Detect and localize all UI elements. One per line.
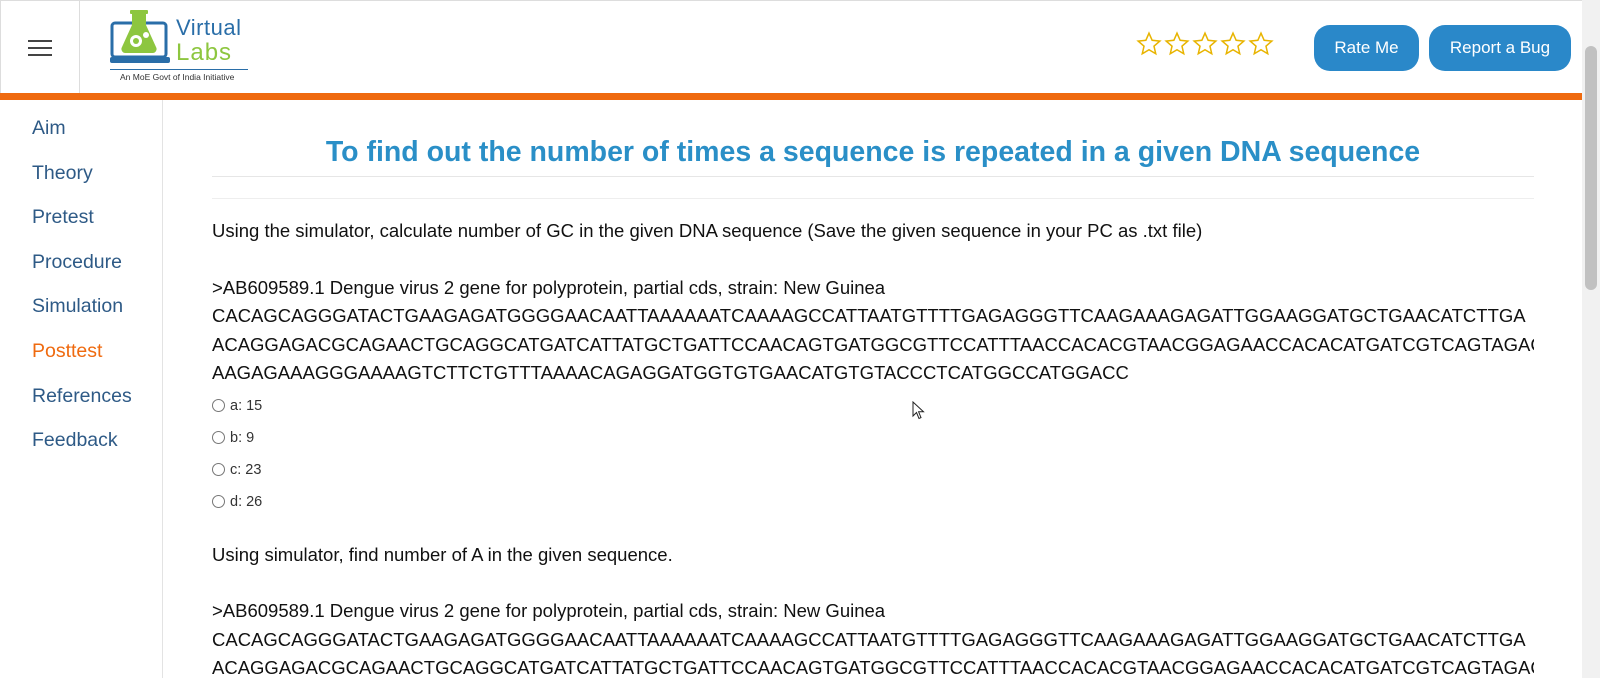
main-content: To find out the number of times a sequen… — [212, 100, 1534, 678]
star-icon[interactable] — [1136, 31, 1162, 57]
sidebar-item-procedure[interactable]: Procedure — [32, 250, 122, 273]
sidebar-item-aim[interactable]: Aim — [32, 117, 66, 139]
lab-flask-icon — [110, 10, 170, 63]
mouse-cursor-icon — [912, 401, 925, 420]
sidebar-item-references[interactable]: References — [32, 384, 132, 407]
sidebar-nav: Aim Theory Pretest Procedure Simulation … — [0, 100, 163, 678]
virtual-labs-logo[interactable]: Virtual Labs An MoE Govt of India Initia… — [110, 9, 255, 85]
answer-options: a: 15 b: 9 c: 23 d: 26 — [212, 390, 1534, 518]
rate-me-button[interactable]: Rate Me — [1314, 25, 1419, 71]
option-c[interactable]: c: 23 — [212, 454, 1534, 486]
option-label: d: 26 — [230, 493, 263, 510]
logo-divider — [110, 69, 248, 70]
option-d[interactable]: d: 26 — [212, 486, 1534, 518]
section-divider — [212, 198, 1534, 199]
question-1: Using the simulator, calculate number of… — [212, 217, 1534, 518]
top-header: Virtual Labs An MoE Govt of India Initia… — [0, 0, 1582, 94]
sequence-line: CACAGCAGGGATACTGAAGAGATGGGGAACAATTAAAAAA… — [212, 628, 1526, 650]
sequence-line: AAGAGAAAGGGAAAAGTCTTCTGTTTAAAACAGAGGATGG… — [212, 362, 1129, 383]
dna-sequence-block: >AB609589.1 Dengue virus 2 gene for poly… — [212, 274, 1534, 388]
sidebar-item-simulation[interactable]: Simulation — [32, 295, 124, 318]
option-label: b: 9 — [230, 429, 255, 446]
radio-button[interactable] — [212, 495, 225, 508]
sidebar-item-theory[interactable]: Theory — [32, 161, 93, 184]
sequence-line: ACAGGAGACGCAGAACTGCAGGCATGATCATTATGCTGAT… — [212, 333, 1534, 355]
sidebar-item-feedback[interactable]: Feedback — [32, 429, 118, 452]
logo-tagline: An MoE Govt of India Initiative — [120, 72, 235, 82]
sequence-line: CACAGCAGGGATACTGAAGAGATGGGGAACAATTAAAAAA… — [212, 305, 1526, 326]
sequence-line: ACAGGAGACGCAGAACTGCAGGCATGATCATTATGCTGAT… — [212, 657, 1534, 678]
option-a[interactable]: a: 15 — [212, 390, 1534, 422]
radio-button[interactable] — [212, 463, 225, 476]
sidebar-item-pretest[interactable]: Pretest — [32, 206, 94, 229]
sidebar-item-posttest[interactable]: Posttest — [32, 339, 103, 362]
title-divider — [212, 176, 1534, 177]
logo-word-virtual: Virtual — [176, 15, 242, 40]
page-title: To find out the number of times a sequen… — [325, 136, 1421, 168]
star-icon[interactable] — [1248, 31, 1274, 57]
sequence-header: >AB609589.1 Dengue virus 2 gene for poly… — [212, 276, 886, 298]
hamburger-menu-button[interactable] — [0, 1, 80, 94]
header-accent-bar — [0, 93, 1582, 100]
logo-word-labs: Labs — [176, 39, 233, 66]
page-scrollbar[interactable] — [1582, 0, 1600, 678]
question-2: Using simulator, find number of A in the… — [212, 541, 1534, 678]
option-label: a: 15 — [230, 397, 263, 414]
star-icon[interactable] — [1192, 31, 1218, 57]
star-icon[interactable] — [1220, 31, 1246, 57]
star-rating[interactable] — [1136, 31, 1274, 57]
radio-button[interactable] — [212, 431, 225, 444]
dna-sequence-block: >AB609589.1 Dengue virus 2 gene for poly… — [212, 597, 1534, 678]
scrollbar-thumb[interactable] — [1585, 46, 1597, 290]
question-prompt: Using simulator, find number of A in the… — [212, 543, 673, 565]
star-icon[interactable] — [1164, 31, 1190, 57]
option-label: c: 23 — [230, 461, 262, 478]
option-b[interactable]: b: 9 — [212, 422, 1534, 454]
sequence-header: >AB609589.1 Dengue virus 2 gene for poly… — [212, 600, 886, 621]
hamburger-icon — [28, 35, 52, 61]
question-prompt: Using the simulator, calculate number of… — [212, 220, 1203, 241]
radio-button[interactable] — [212, 399, 225, 412]
report-bug-button[interactable]: Report a Bug — [1429, 25, 1571, 71]
